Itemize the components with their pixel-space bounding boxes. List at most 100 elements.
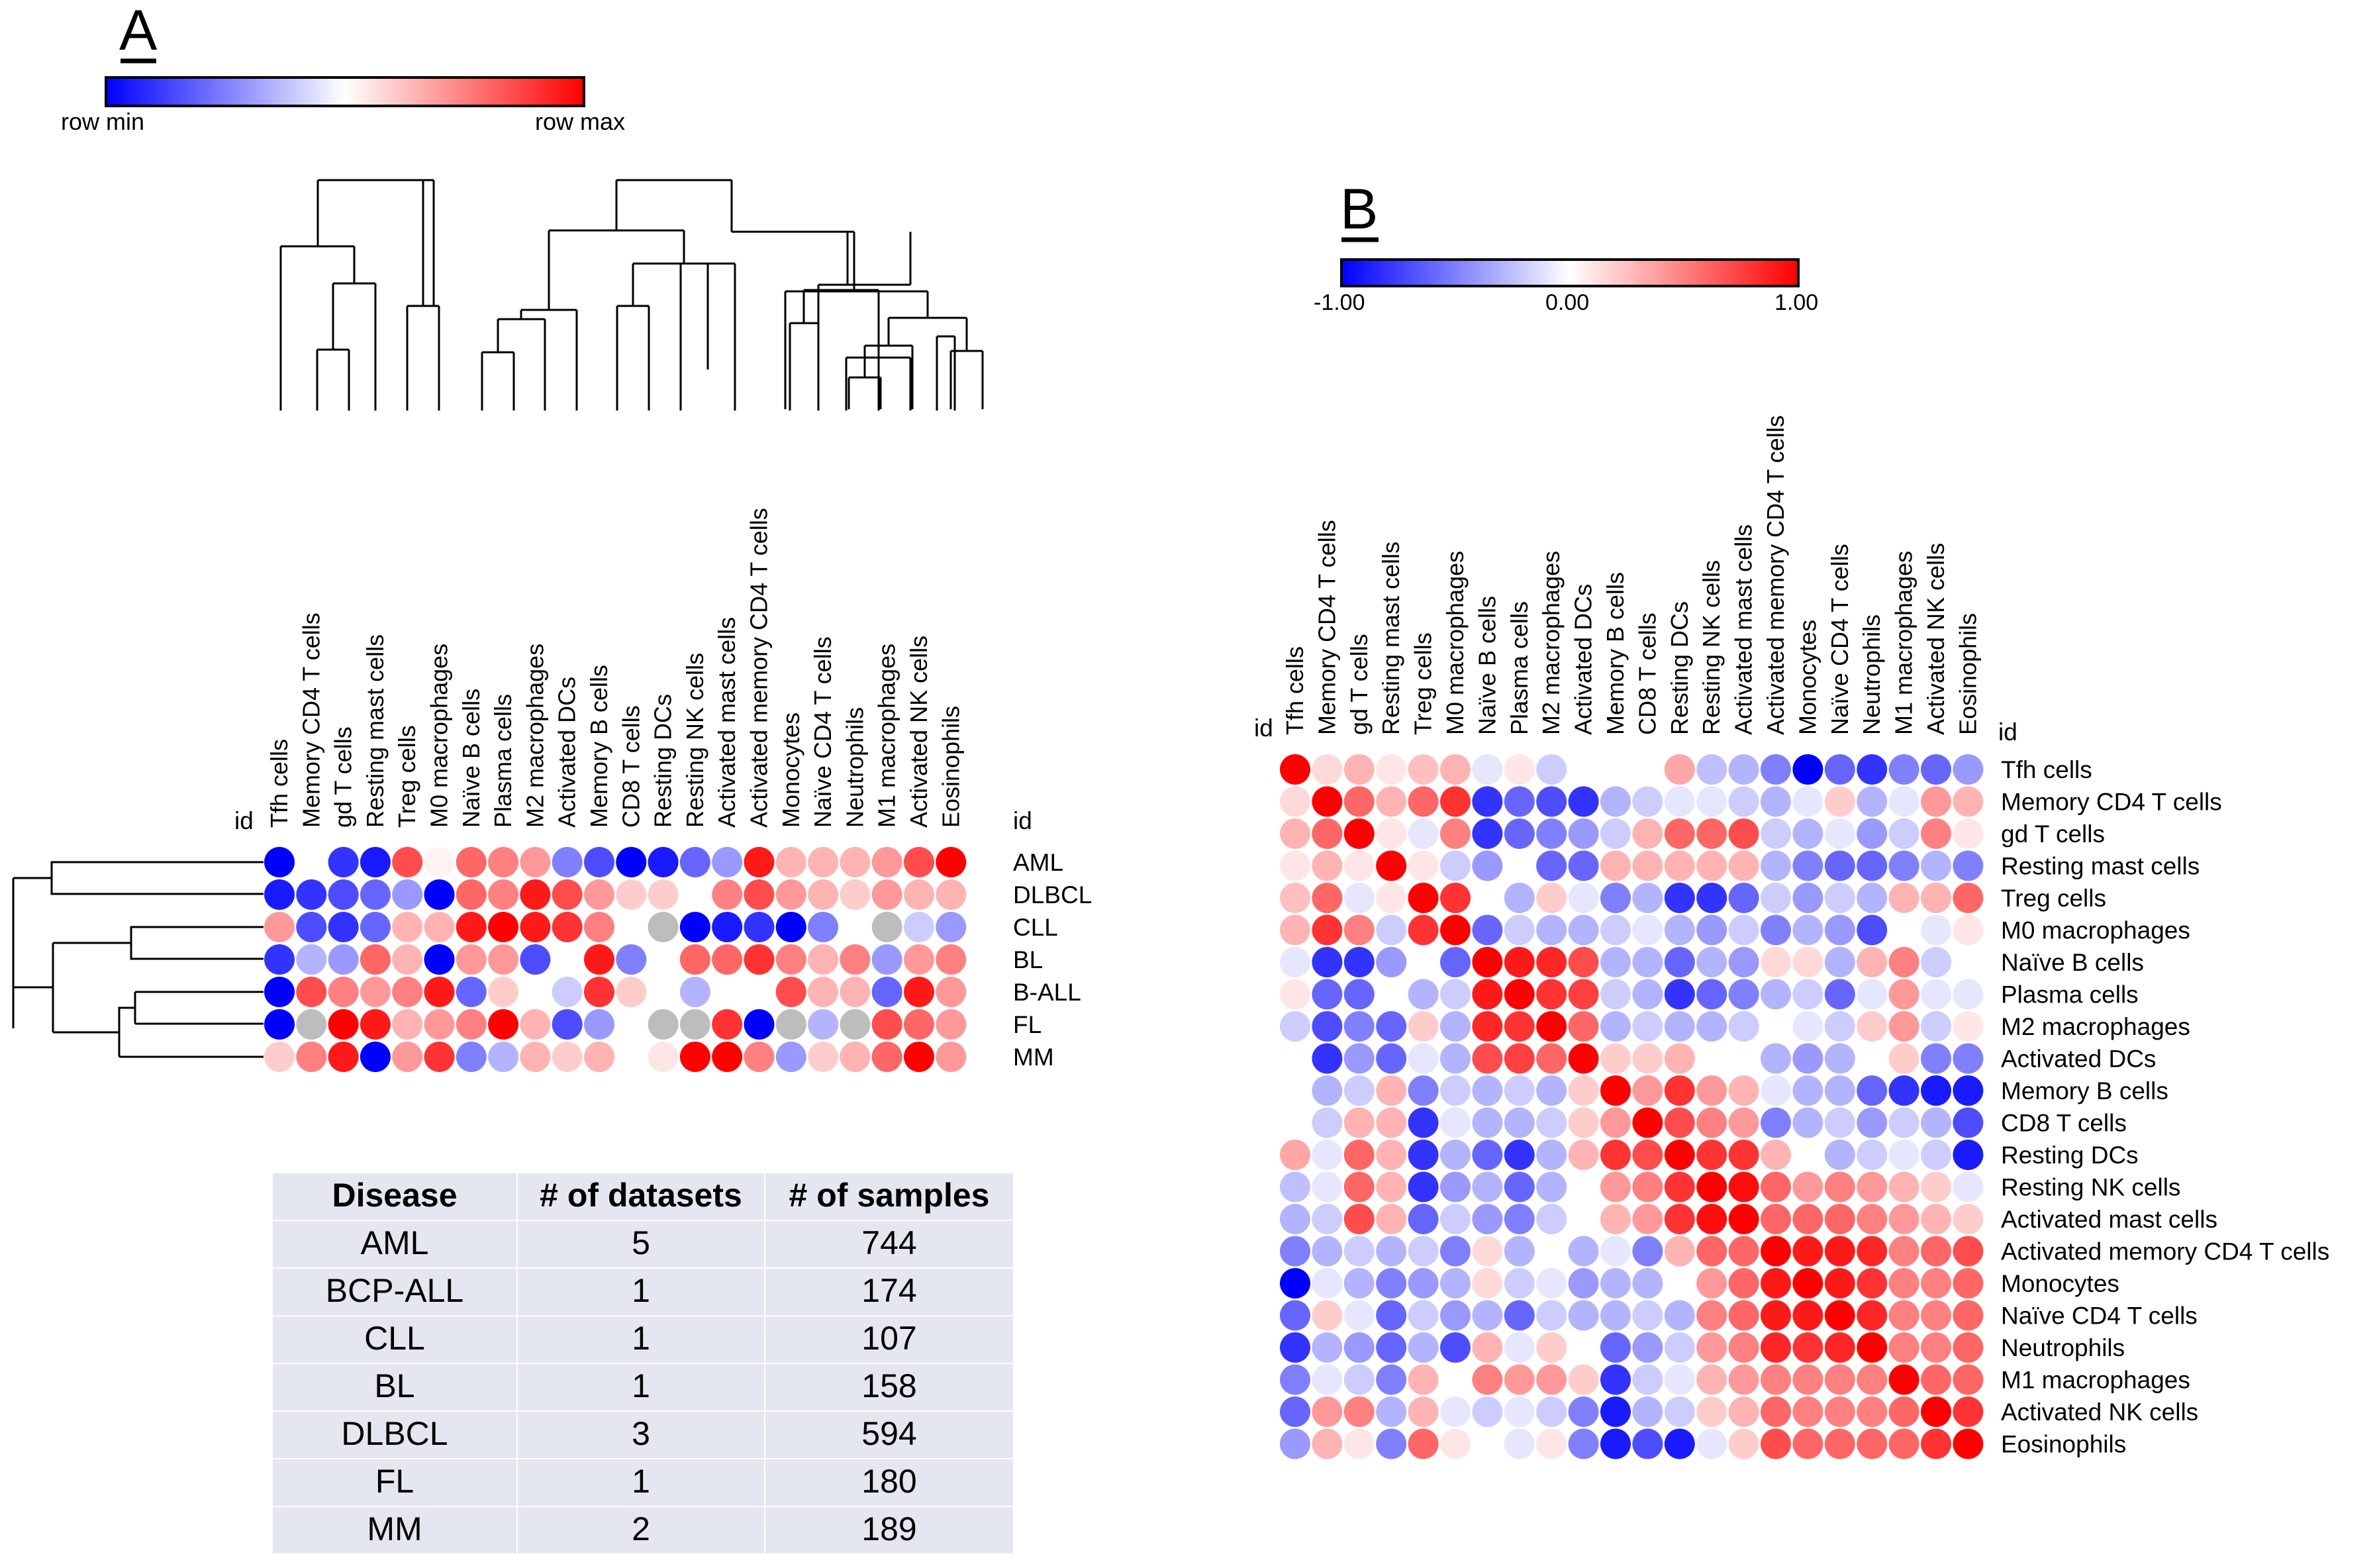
panel-b-cell-resting-mast-cells-resting-nk-cells — [1696, 850, 1727, 881]
panel-b-cell-resting-dcs-gd-t-cells — [1343, 1140, 1375, 1170]
panel-b-cell-activated-memory-cd4-t-cells-plasma-cells — [1504, 1236, 1535, 1267]
panel-b-cell-m0-macrophages-activated-memory-cd4-t-cells — [1761, 914, 1791, 946]
panel-a-cell-fl-gd-t-cells — [328, 1009, 359, 1040]
panel-b-cell-treg-cells-memory-cd4-t-cells — [1312, 883, 1343, 913]
table-cell-text: 594 — [861, 1415, 916, 1452]
panel-b-row-label-activated-mast-cells: Activated mast cells — [2001, 1206, 2217, 1233]
panel-b-cell-memory-b-cells-na-ve-cd4-t-cells — [1824, 1075, 1855, 1106]
panel-b-cell-memory-b-cells-tfh-cells — [1280, 1075, 1310, 1106]
panel-b-cell-neutrophils-resting-nk-cells — [1696, 1332, 1727, 1363]
panel-b-cell-gd-t-cells-m1-macrophages — [1888, 818, 1919, 849]
panel-b-cell-memory-b-cells-memory-b-cells — [1600, 1075, 1631, 1106]
panel-b-row-label-treg-cells: Treg cells — [2001, 885, 2106, 912]
panel-b-cell-gd-t-cells-na-ve-b-cells — [1472, 818, 1503, 849]
panel-a-cell-cll-resting-mast-cells — [360, 912, 391, 942]
panel-b-cell-treg-cells-resting-mast-cells — [1376, 883, 1407, 913]
panel-b-cell-plasma-cells-activated-memory-cd4-t-cells — [1761, 979, 1791, 1010]
panel-a-cell-b-all-resting-nk-cells — [679, 977, 710, 1007]
panel-a-cell-aml-memory-b-cells — [584, 847, 614, 877]
panel-b-cell-activated-mast-cells-memory-b-cells — [1600, 1204, 1631, 1234]
table-cell-text: 744 — [861, 1224, 916, 1261]
panel-b-col-label-plasma-cells: Plasma cells — [1506, 601, 1533, 735]
panel-b-cell-memory-cd4-t-cells-eosinophils — [1953, 786, 1984, 817]
panel-b-cell-activated-dcs-neutrophils — [1857, 1043, 1888, 1074]
panel-b-cell-gd-t-cells-neutrophils — [1857, 818, 1888, 849]
panel-b-cell-activated-memory-cd4-t-cells-na-ve-cd4-t-cells — [1824, 1236, 1855, 1267]
panel-a-cell-fl-resting-mast-cells — [360, 1009, 391, 1040]
panel-a-cell-bl-activated-mast-cells — [712, 944, 743, 975]
panel-b-cell-resting-mast-cells-cd8-t-cells — [1632, 850, 1663, 881]
panel-b-cell-activated-mast-cells-resting-nk-cells — [1696, 1204, 1727, 1234]
panel-a-cell-cll-tfh-cells — [264, 912, 295, 942]
panel-a-cell-fl-resting-dcs — [648, 1009, 679, 1040]
panel-a-cell-mm-tfh-cells — [264, 1042, 295, 1072]
panel-b-cell-eosinophils-m1-macrophages — [1888, 1428, 1919, 1459]
panel-b-cell-gd-t-cells-cd8-t-cells — [1632, 818, 1663, 849]
panel-b-cell-na-ve-cd4-t-cells-m1-macrophages — [1888, 1300, 1919, 1331]
panel-b-cell-cd8-t-cells-activated-dcs — [1568, 1107, 1599, 1138]
panel-a-cell-aml-resting-nk-cells — [679, 847, 710, 877]
panel-b-cell-memory-cd4-t-cells-activated-nk-cells — [1921, 786, 1951, 817]
panel-b-cell-resting-dcs-resting-mast-cells — [1376, 1140, 1407, 1170]
panel-b-cell-neutrophils-na-ve-cd4-t-cells — [1824, 1332, 1855, 1363]
panel-a-cell-fl-cd8-t-cells — [616, 1009, 647, 1040]
panel-b-cell-monocytes-plasma-cells — [1504, 1268, 1535, 1298]
panel-a-cell-mm-gd-t-cells — [328, 1042, 359, 1072]
panel-b-cell-na-ve-cd4-t-cells-monocytes — [1792, 1300, 1823, 1331]
panel-a-cell-fl-eosinophils — [936, 1009, 967, 1040]
panel-b-cell-m2-macrophages-resting-mast-cells — [1376, 1011, 1407, 1042]
panel-b-cell-na-ve-b-cells-na-ve-b-cells — [1472, 947, 1503, 977]
panel-b-col-label-m1-macrophages: M1 macrophages — [1890, 551, 1917, 735]
panel-a-cell-bl-resting-dcs — [648, 944, 679, 975]
panel-b-cell-resting-nk-cells-monocytes — [1792, 1171, 1823, 1202]
panel-b-cell-m1-macrophages-m1-macrophages — [1888, 1364, 1919, 1395]
panel-b-cell-treg-cells-resting-dcs — [1664, 883, 1695, 913]
panel-b-cell-m0-macrophages-resting-dcs — [1664, 914, 1695, 946]
panel-b-cell-resting-mast-cells-memory-cd4-t-cells — [1312, 850, 1343, 881]
panel-b-cell-plasma-cells-memory-b-cells — [1600, 979, 1631, 1010]
panel-b-col-label-monocytes: Monocytes — [1794, 620, 1821, 735]
panel-b-cell-activated-memory-cd4-t-cells-resting-mast-cells — [1376, 1236, 1407, 1267]
panel-a-col-label-activated-mast-cells: Activated mast cells — [713, 617, 740, 828]
panel-b-cell-na-ve-b-cells-resting-dcs — [1664, 947, 1695, 977]
panel-b-cell-memory-b-cells-activated-nk-cells — [1921, 1075, 1951, 1106]
panel-b-cell-m0-macrophages-gd-t-cells — [1343, 914, 1375, 946]
panel-b-cell-memory-b-cells-treg-cells — [1408, 1075, 1439, 1106]
panel-b-cell-resting-nk-cells-resting-mast-cells — [1376, 1171, 1407, 1202]
panel-b-cell-m2-macrophages-memory-cd4-t-cells — [1312, 1011, 1343, 1042]
panel-b-cell-monocytes-activated-mast-cells — [1728, 1268, 1759, 1298]
panel-b-cell-resting-dcs-memory-b-cells — [1600, 1140, 1631, 1170]
panel-b-cell-resting-nk-cells-neutrophils — [1857, 1171, 1888, 1202]
panel-a-col-label-activated-dcs: Activated DCs — [554, 677, 581, 828]
panel-b-cell-na-ve-b-cells-neutrophils — [1857, 947, 1888, 977]
panel-b-cell-cd8-t-cells-m2-macrophages — [1536, 1107, 1567, 1138]
panel-a-cell-bl-neutrophils — [840, 944, 871, 975]
panel-b-cell-activated-nk-cells-activated-dcs — [1568, 1396, 1599, 1427]
panel-b-cell-activated-nk-cells-activated-mast-cells — [1728, 1396, 1759, 1427]
table-cell — [518, 1412, 764, 1458]
panel-a-cell-mm-memory-b-cells — [584, 1042, 614, 1072]
panel-b-cell-eosinophils-resting-dcs — [1664, 1428, 1695, 1459]
panel-b-cell-cd8-t-cells-tfh-cells — [1280, 1107, 1310, 1138]
panel-b-row-label-m2-macrophages: M2 macrophages — [2001, 1013, 2190, 1040]
panel-a-col-label-na-ve-cd4-t-cells: Naïve CD4 T cells — [809, 636, 836, 828]
panel-a-cell-cll-activated-dcs — [552, 912, 583, 942]
panel-a-row-label-mm: MM — [1013, 1044, 1054, 1071]
panel-b-cell-neutrophils-m1-macrophages — [1888, 1332, 1919, 1363]
panel-b-cell-resting-mast-cells-activated-dcs — [1568, 850, 1599, 881]
panel-b-cell-resting-mast-cells-resting-mast-cells — [1376, 850, 1407, 881]
panel-b-cell-activated-mast-cells-m0-macrophages — [1440, 1204, 1471, 1234]
panel-a-cell-bl-m1-macrophages — [871, 944, 902, 975]
panel-b-cell-m0-macrophages-resting-nk-cells — [1696, 914, 1727, 946]
panel-b-col-label-memory-b-cells: Memory B cells — [1602, 572, 1629, 735]
panel-b-cell-cd8-t-cells-resting-mast-cells — [1376, 1107, 1407, 1138]
panel-b-cell-tfh-cells-neutrophils — [1857, 754, 1888, 785]
panel-b-cell-eosinophils-m2-macrophages — [1536, 1428, 1567, 1459]
panel-b-cell-na-ve-b-cells-monocytes — [1792, 947, 1823, 977]
panel-b-cell-activated-nk-cells-m2-macrophages — [1536, 1396, 1567, 1427]
panel-b-cell-cd8-t-cells-m0-macrophages — [1440, 1107, 1471, 1138]
panel-b-cell-plasma-cells-neutrophils — [1857, 979, 1888, 1010]
panel-a-cell-dlbcl-plasma-cells — [488, 879, 519, 910]
table-cell-text: 2 — [632, 1510, 650, 1547]
panel-b-cell-na-ve-b-cells-tfh-cells — [1280, 947, 1310, 977]
